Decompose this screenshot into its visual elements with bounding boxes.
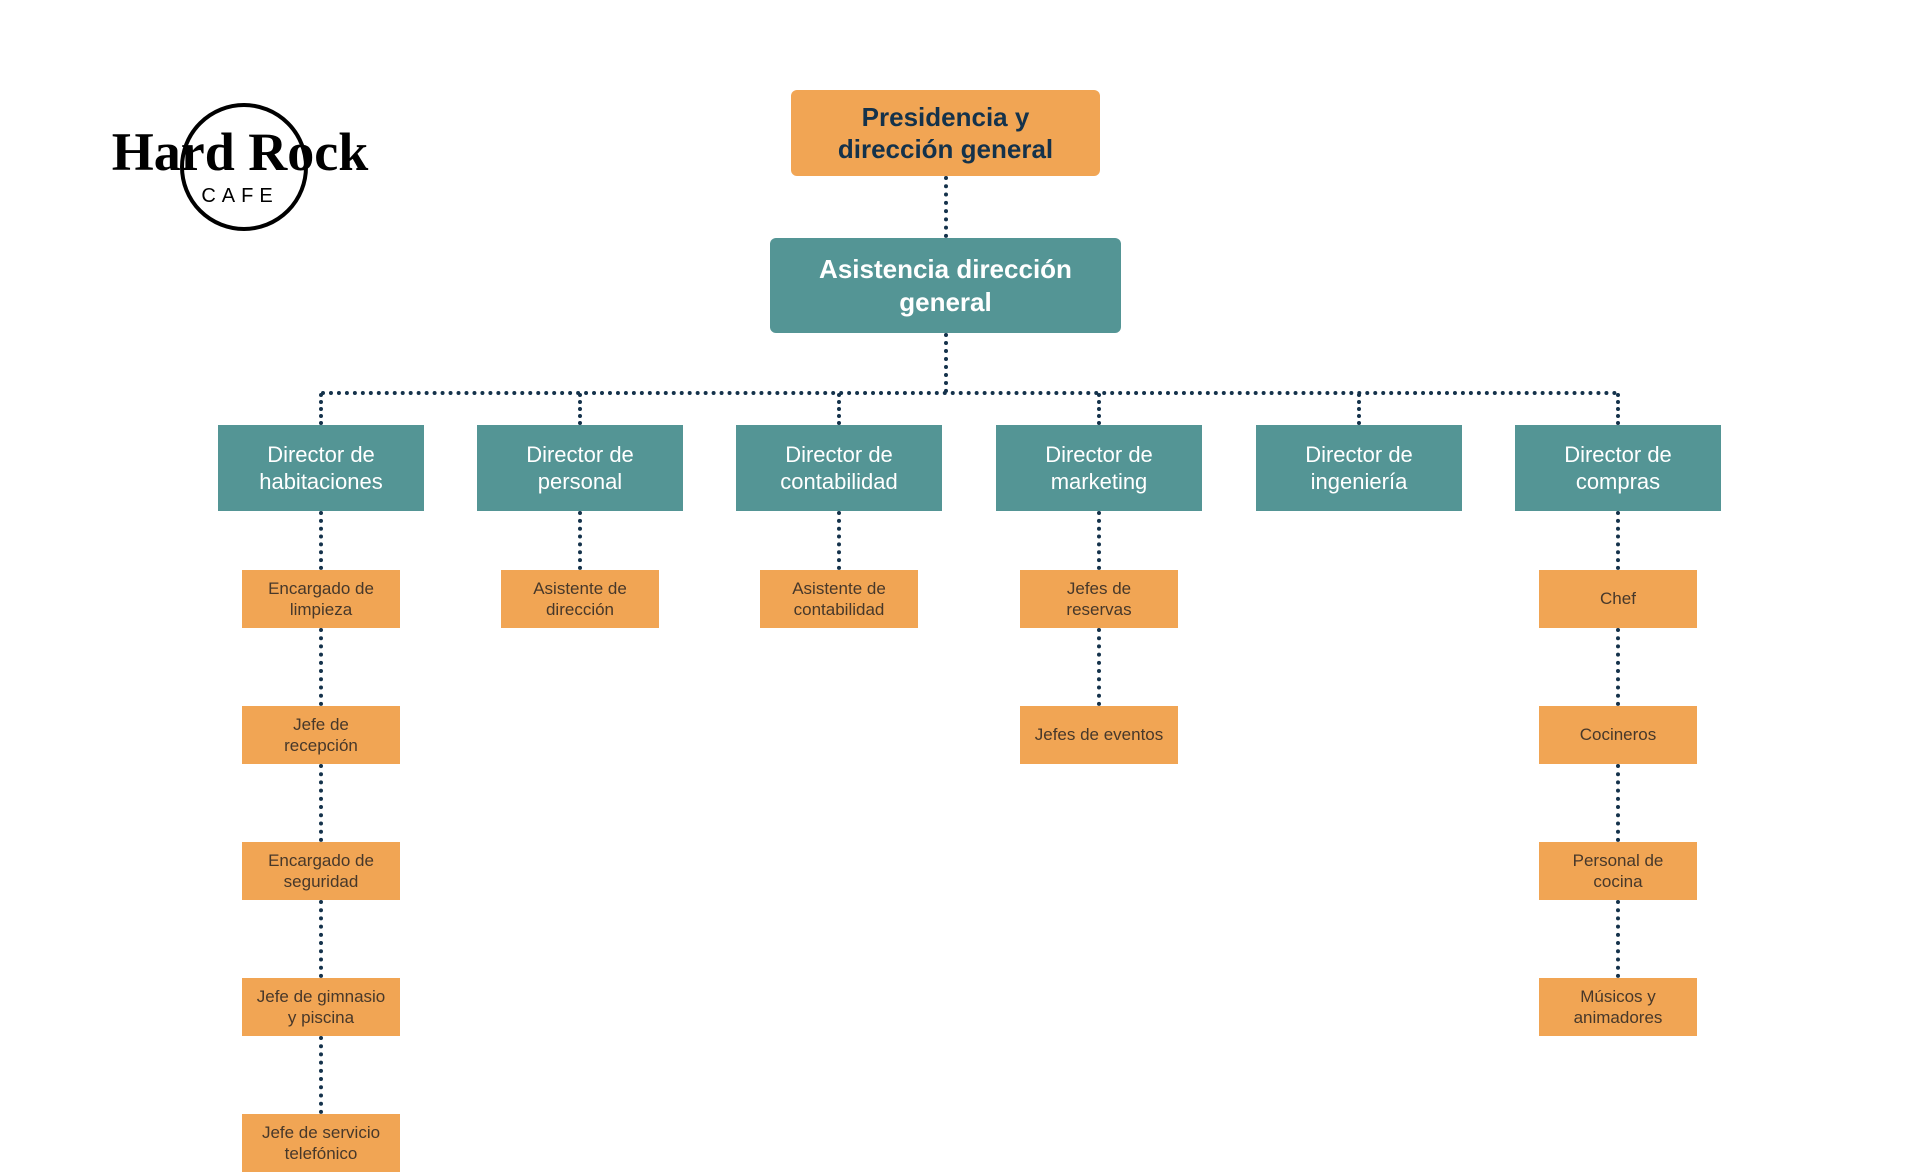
node-sub: Jefe de recepción	[242, 706, 400, 764]
connector-vertical	[319, 1036, 323, 1114]
node-sub: Encargado de limpieza	[242, 570, 400, 628]
node-sub-label: Encargado de seguridad	[254, 850, 388, 893]
node-sub: Jefe de servicio telefónico	[242, 1114, 400, 1172]
node-director: Director de marketing	[996, 425, 1202, 511]
node-sub-label: Jefe de servicio telefónico	[254, 1122, 388, 1165]
node-sub-label: Personal de cocina	[1551, 850, 1685, 893]
node-sub: Jefe de gimnasio y piscina	[242, 978, 400, 1036]
connector-vertical	[319, 628, 323, 706]
node-asistencia: Asistencia dirección general	[770, 238, 1121, 333]
node-director-label: Director de habitaciones	[230, 441, 412, 496]
connector-vertical	[1097, 393, 1101, 425]
node-sub-label: Jefe de recepción	[254, 714, 388, 757]
node-sub-label: Jefes de reservas	[1032, 578, 1166, 621]
connector-vertical	[1357, 393, 1361, 425]
node-sub-label: Chef	[1600, 588, 1636, 609]
connector-horizontal	[321, 391, 1618, 395]
connector-vertical	[1616, 628, 1620, 706]
connector-vertical	[1097, 511, 1101, 570]
node-sub-label: Cocineros	[1580, 724, 1657, 745]
connector-vertical	[319, 511, 323, 570]
node-sub-label: Asistente de dirección	[513, 578, 647, 621]
node-sub: Chef	[1539, 570, 1697, 628]
node-sub: Jefes de reservas	[1020, 570, 1178, 628]
node-sub: Encargado de seguridad	[242, 842, 400, 900]
node-sub-label: Jefes de eventos	[1035, 724, 1164, 745]
connector-vertical	[837, 511, 841, 570]
node-presidencia-label: Presidencia y dirección general	[803, 101, 1088, 166]
node-director-label: Director de contabilidad	[748, 441, 930, 496]
node-director: Director de habitaciones	[218, 425, 424, 511]
connector-vertical	[319, 764, 323, 842]
node-sub: Cocineros	[1539, 706, 1697, 764]
node-director-label: Director de marketing	[1008, 441, 1190, 496]
connector-vertical	[578, 393, 582, 425]
node-director-label: Director de compras	[1527, 441, 1709, 496]
connector-vertical	[837, 393, 841, 425]
node-sub: Personal de cocina	[1539, 842, 1697, 900]
node-sub-label: Músicos y animadores	[1551, 986, 1685, 1029]
connector-vertical	[944, 333, 948, 393]
logo-line2: CAFE	[110, 185, 370, 208]
node-director: Director de compras	[1515, 425, 1721, 511]
node-director: Director de ingeniería	[1256, 425, 1462, 511]
node-sub-label: Asistente de contabilidad	[772, 578, 906, 621]
logo-line1: Hard Rock	[110, 95, 370, 179]
node-director-label: Director de ingeniería	[1268, 441, 1450, 496]
connector-vertical	[578, 511, 582, 570]
connector-vertical	[1616, 764, 1620, 842]
connector-vertical	[1097, 628, 1101, 706]
connector-vertical	[1616, 511, 1620, 570]
connector-vertical	[319, 900, 323, 978]
node-sub-label: Encargado de limpieza	[254, 578, 388, 621]
node-sub: Asistente de dirección	[501, 570, 659, 628]
brand-logo: Hard Rock CAFE	[110, 95, 370, 208]
node-sub: Asistente de contabilidad	[760, 570, 918, 628]
node-director-label: Director de personal	[489, 441, 671, 496]
node-presidencia: Presidencia y dirección general	[791, 90, 1100, 176]
node-sub: Jefes de eventos	[1020, 706, 1178, 764]
connector-vertical	[1616, 393, 1620, 425]
node-sub: Músicos y animadores	[1539, 978, 1697, 1036]
connector-vertical	[1616, 900, 1620, 978]
node-asistencia-label: Asistencia dirección general	[782, 253, 1109, 318]
connector-vertical	[319, 393, 323, 425]
node-director: Director de personal	[477, 425, 683, 511]
node-director: Director de contabilidad	[736, 425, 942, 511]
node-sub-label: Jefe de gimnasio y piscina	[254, 986, 388, 1029]
connector-vertical	[944, 176, 948, 238]
